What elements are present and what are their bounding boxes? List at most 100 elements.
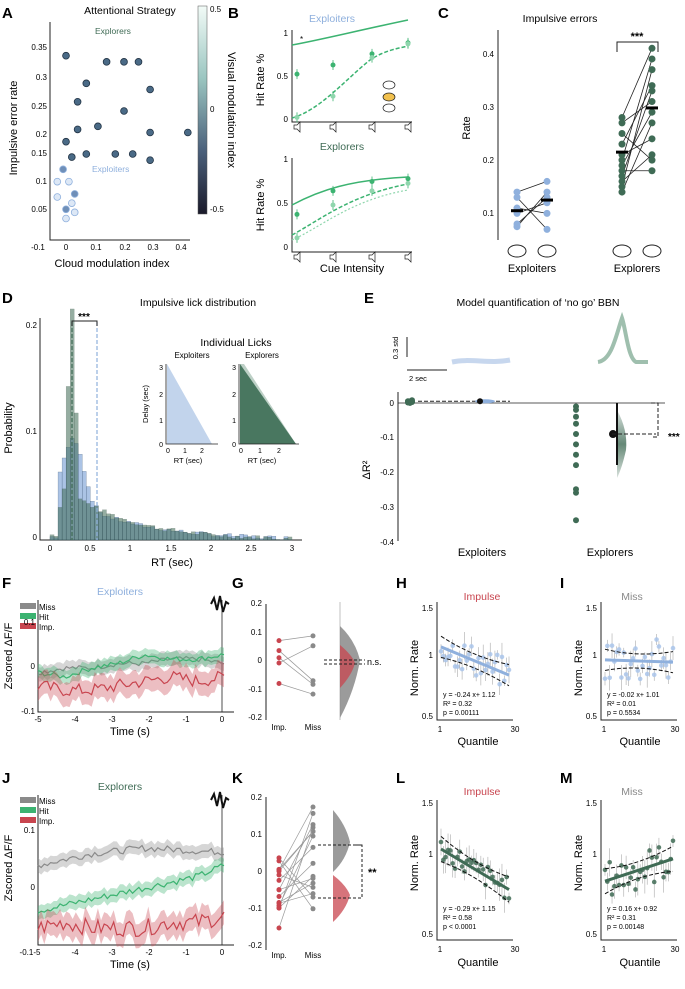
e-explorer-point [573, 406, 579, 413]
reg-data-point [607, 675, 612, 681]
a-xtick: 0.4 [175, 243, 187, 252]
trace-line [37, 844, 225, 869]
reg-ci-lower [440, 656, 510, 687]
c-group-explorers: Explorers [614, 263, 661, 275]
imp-point [276, 893, 282, 899]
d-bar-explorers [53, 536, 59, 541]
a-xtick: 0.2 [119, 243, 131, 252]
a-data-point [62, 205, 70, 214]
d-bar-explorers [178, 531, 184, 541]
j-xtick: -3 [108, 948, 116, 957]
h-ytick: 1 [429, 651, 434, 660]
panel-d-xlabel: RT (sec) [151, 557, 193, 569]
b-ytick: 0.5 [277, 72, 289, 81]
a-data-point [102, 58, 111, 66]
reg-data-point [656, 644, 662, 649]
g-ytick: 0.2 [251, 599, 263, 608]
h-xtick: 30 [511, 725, 520, 734]
panel-f-legend: Miss Hit Imp. [20, 603, 55, 632]
e-exploiter-mean [477, 398, 483, 405]
d-inset-left-title: Exploiters [174, 351, 209, 360]
miss-point [310, 678, 316, 684]
panel-l: Impulse Norm. Rate 1.5 1 0.5 1 30 Quanti… [409, 786, 520, 969]
c-data-point [618, 177, 626, 185]
a-data-point [184, 128, 192, 137]
reg-data-point [623, 865, 629, 870]
panel-letter-f: F [2, 575, 11, 592]
panel-a-explorers-label: Explorers [95, 26, 131, 36]
panel-e-yticks: 0 -0.1 -0.2 -0.3 -0.4 [380, 399, 394, 547]
reg-data-point [473, 673, 479, 678]
miss-point [310, 880, 316, 886]
panel-d: Impulsive lick distribution *** 0.2 0.1 … [3, 297, 305, 569]
panel-b-xlabel: Cue Intensity [320, 263, 385, 275]
b-data-point [369, 179, 375, 184]
d-bar-explorers [275, 539, 281, 541]
e-explorer-point [573, 462, 579, 469]
panel-f-ylabel: Zscored ΔF/F [3, 622, 15, 689]
reg-axes [436, 602, 513, 721]
d-bar-explorers [287, 536, 293, 541]
a-data-point [62, 214, 70, 223]
miss-point [310, 860, 316, 866]
m-xtick: 30 [671, 945, 680, 954]
reg-data-point [635, 668, 641, 673]
b-data-point [330, 188, 336, 194]
panel-g-yticks: 0.2 0.1 0 -0.1 -0.2 [248, 599, 262, 722]
trace-line [37, 655, 225, 676]
panel-h: Impulse Norm. Rate 1.5 1 0.5 1 30 Quanti… [409, 591, 520, 748]
d-bar-explorers [215, 535, 220, 541]
d-bar-explorers [231, 538, 236, 541]
imp-point [276, 681, 282, 687]
b-star: * [300, 35, 303, 44]
paired-line [278, 683, 314, 695]
reg-data-point [637, 676, 643, 682]
d-inset-ytick: 0 [159, 442, 163, 449]
a-ytick: 0.15 [31, 149, 47, 158]
f-xtick: -4 [71, 715, 79, 724]
panel-l-yticks: 1.5 1 0.5 [422, 799, 434, 939]
miss-point [310, 894, 316, 900]
b-data-point [405, 180, 411, 186]
legend-imp: Imp. [39, 817, 55, 826]
imp-point [276, 638, 282, 644]
d-bar-explorers [227, 536, 232, 541]
paired-line [278, 847, 314, 881]
d-bar-explorers [142, 524, 147, 541]
panel-f-xticks: -5 -4 -3 -2 -1 0 [34, 715, 224, 724]
reg-data-point [661, 874, 666, 880]
d-bar-explorers [239, 538, 244, 541]
trace-sem-band [38, 857, 224, 921]
c-data-point [648, 55, 656, 63]
legend-swatch-miss [20, 797, 36, 803]
a-data-point [73, 125, 82, 134]
f-ytick: -0.1 [21, 707, 35, 716]
reg-ci-upper [440, 635, 510, 666]
reg-ci-lower [604, 870, 674, 895]
b-ytick: 0 [284, 243, 289, 252]
d-xtick: 1 [128, 544, 133, 553]
d-inset-xtick: 0 [239, 448, 243, 455]
panel-a-title: Attentional Strategy [84, 5, 176, 17]
c-pair-line [516, 197, 548, 230]
reg-fit-line [604, 658, 674, 664]
b-bot-nocloud-line [291, 183, 409, 236]
d-xtick: 0 [48, 544, 53, 553]
panel-j-xticks: -0.1-5 -4 -3 -2 -1 0 [20, 948, 225, 957]
panel-b-top-points [294, 37, 411, 123]
reg-data-point [644, 671, 650, 677]
cloud-icon [507, 244, 527, 258]
reg-data-point [661, 655, 666, 661]
imp-point [276, 855, 282, 861]
j-xtick: -1 [182, 948, 190, 957]
c-data-point [648, 98, 656, 106]
reg-data-point [457, 657, 463, 663]
a-ytick: 0.05 [31, 205, 47, 214]
d-bar-explorers [166, 528, 172, 541]
panel-i-title: Miss [621, 591, 643, 603]
reg-data-point [487, 868, 493, 874]
cloud-icon [382, 103, 396, 113]
a-data-point [82, 150, 91, 158]
panel-k: 0.2 0.1 0 -0.1 -0.2 ** Imp. Miss [248, 793, 377, 960]
panel-f-title: Exploiters [97, 586, 143, 598]
